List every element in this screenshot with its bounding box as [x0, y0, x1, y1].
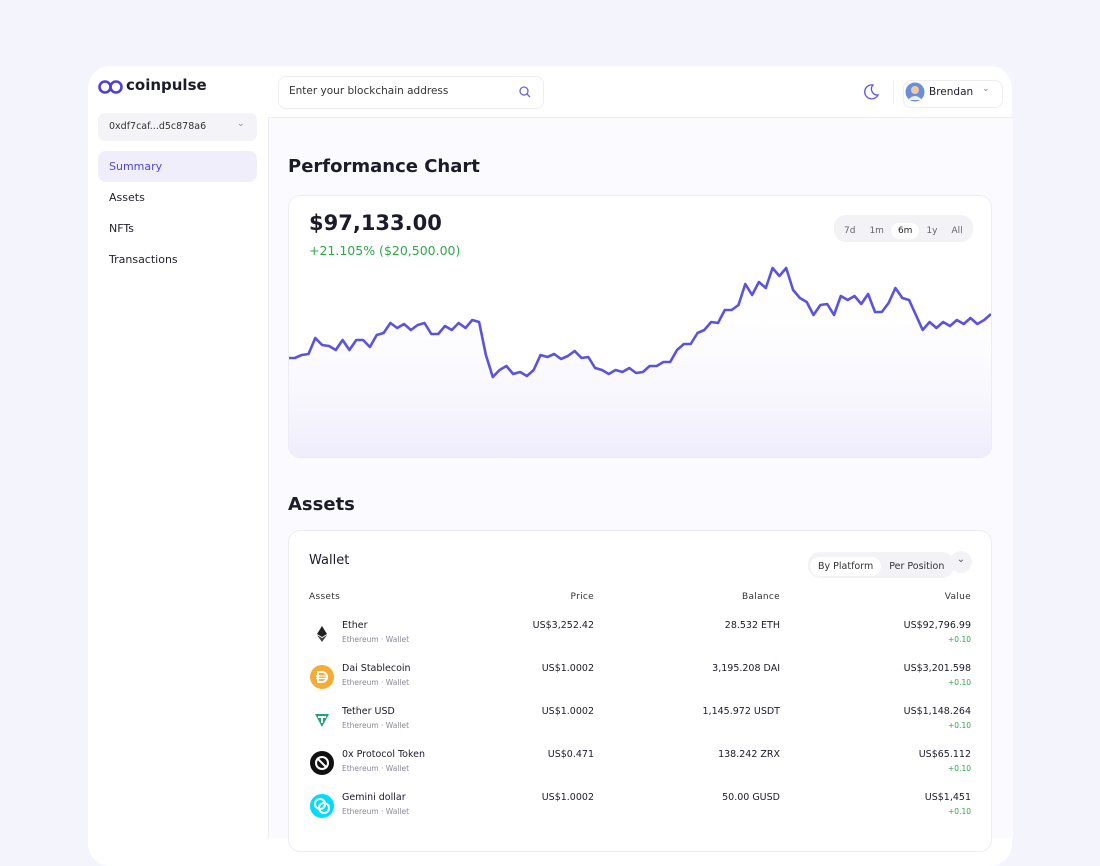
price: US$3,252.42	[532, 620, 594, 631]
user-menu[interactable]	[903, 80, 1003, 108]
divider	[893, 80, 894, 104]
value: US$1,451	[924, 792, 971, 803]
change: +0.10	[948, 635, 971, 644]
change: +0.10	[948, 721, 971, 730]
token-icon	[310, 794, 334, 818]
toggle-option[interactable]: Per Position	[889, 561, 945, 572]
asset-name: Dai Stablecoin	[342, 663, 411, 674]
nav-item[interactable]: Summary	[98, 151, 257, 182]
avatar	[905, 82, 925, 102]
asset-name: 0x Protocol Token	[342, 749, 426, 760]
change: +0.10	[948, 807, 971, 816]
price: US$1.0002	[541, 706, 594, 717]
address: 0xdf7caf...d5c878a6	[109, 121, 207, 132]
chevron: ⌄	[237, 119, 245, 129]
search-placeholder: Enter your blockchain address	[289, 85, 449, 97]
theme-toggle[interactable]	[862, 83, 880, 101]
column-header: Assets	[309, 592, 341, 602]
asset-sub: Ethereum · Wallet	[342, 721, 410, 730]
range-tab[interactable]: 1y	[926, 226, 938, 236]
nav-item[interactable]: Assets	[109, 191, 145, 204]
portfolio-change: +21.105% ($20,500.00)	[309, 243, 461, 258]
token-icon	[310, 708, 334, 732]
section-title: Performance Chart	[288, 156, 480, 177]
asset-name: Gemini dollar	[342, 792, 406, 803]
balance: 3,195.208 DAI	[712, 663, 780, 674]
view-toggle: By Platform Per Position	[808, 552, 955, 578]
change: +0.10	[948, 678, 971, 687]
token-icon	[310, 751, 334, 775]
token-icon	[310, 622, 334, 646]
search-box[interactable]	[278, 76, 544, 109]
page: coinpulse 0xdf7caf...d5c878a6 ⌄ Summary A…	[88, 66, 1013, 866]
asset-sub: Ethereum · Wallet	[342, 807, 410, 816]
nav-item[interactable]: Transactions	[109, 253, 178, 266]
range-tab[interactable]: All	[951, 226, 963, 236]
portfolio-value: $97,133.00	[309, 211, 442, 235]
address-select[interactable]	[98, 113, 257, 141]
nav-item[interactable]: NFTs	[109, 222, 134, 235]
chart	[289, 266, 991, 457]
column-header: Price	[570, 592, 594, 602]
price: US$1.0002	[541, 792, 594, 803]
asset-sub: Ethereum · Wallet	[342, 764, 410, 773]
price: US$1.0002	[541, 663, 594, 674]
wallet-title: Wallet	[309, 553, 350, 568]
asset-name: Tether USD	[342, 706, 395, 717]
expand-button[interactable]: ⌄	[950, 551, 972, 573]
change: +0.10	[948, 764, 971, 773]
column-header: Balance	[742, 592, 780, 602]
asset-sub: Ethereum · Wallet	[342, 678, 410, 687]
wallet-card	[288, 530, 992, 852]
user-name: Brendan	[929, 86, 974, 98]
logo-icon	[98, 80, 123, 94]
range-tab[interactable]: 1m	[869, 226, 884, 236]
balance: 138.242 ZRX	[718, 749, 780, 760]
balance: 50.00 GUSD	[722, 792, 780, 803]
column-header: Value	[944, 592, 971, 602]
chart-card	[288, 195, 992, 458]
value: US$3,201.598	[903, 663, 971, 674]
brand: coinpulse	[126, 76, 207, 94]
value: US$1,148.264	[903, 706, 971, 717]
range-tab[interactable]: 6m	[890, 223, 920, 239]
line	[289, 266, 991, 379]
asset-sub: Ethereum · Wallet	[342, 635, 410, 644]
value: US$65.112	[918, 749, 971, 760]
section-title: Assets	[288, 494, 355, 515]
asset-name: Ether	[342, 620, 368, 631]
balance: 28.532 ETH	[724, 620, 780, 631]
value: US$92,796.99	[903, 620, 971, 631]
search-icon	[519, 86, 531, 98]
chevron: ⌄	[982, 84, 990, 94]
range-tabs: 7d 1m 6m 1y All	[834, 215, 973, 242]
toggle-option[interactable]: By Platform	[810, 557, 882, 576]
balance: 1,145.972 USDT	[702, 706, 780, 717]
range-tab[interactable]: 7d	[844, 226, 856, 236]
price: US$0.471	[547, 749, 594, 760]
area	[289, 268, 991, 457]
token-icon	[310, 665, 334, 689]
